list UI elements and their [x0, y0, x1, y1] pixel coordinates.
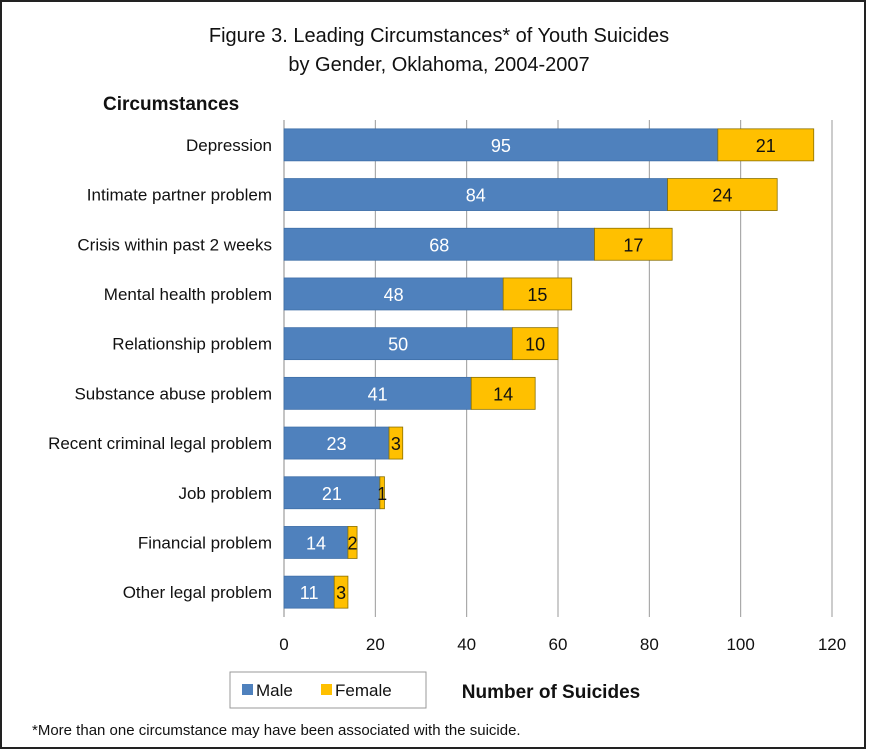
bar-male — [283, 178, 669, 211]
bar-female — [388, 426, 404, 460]
category-label: Recent criminal legal problem — [48, 434, 272, 453]
x-axis-label: Number of Suicides — [462, 682, 640, 703]
bar-male — [283, 327, 513, 361]
x-tick-label: 100 — [726, 635, 754, 654]
bar-male — [283, 227, 595, 261]
bar-female — [717, 128, 815, 162]
data-label-male: 14 — [306, 533, 326, 553]
data-label-male: 84 — [466, 186, 486, 206]
chart-title: Figure 3. Leading Circumstances* of Yout… — [209, 25, 669, 47]
data-label-male: 95 — [491, 136, 511, 156]
bar-female — [502, 277, 573, 311]
category-label: Relationship problem — [112, 335, 272, 354]
data-label-male: 41 — [368, 384, 388, 404]
bar-male — [283, 526, 349, 559]
legend-swatch-female — [321, 684, 332, 695]
footnote: *More than one circumstance may have bee… — [32, 722, 521, 739]
bar-female — [594, 227, 673, 261]
bar-female — [347, 526, 358, 559]
data-label-male: 68 — [429, 235, 449, 255]
category-label: Job problem — [178, 484, 272, 503]
x-tick-label: 120 — [818, 635, 846, 654]
y-axis-label: Circumstances — [103, 94, 239, 115]
data-label-male: 11 — [300, 583, 319, 603]
x-tick-label: 40 — [457, 635, 476, 654]
legend-label-female: Female — [335, 681, 392, 700]
bar-female — [511, 327, 559, 361]
category-label: Substance abuse problem — [74, 384, 272, 403]
chart-subtitle: by Gender, Oklahoma, 2004-2007 — [288, 54, 589, 76]
data-label-male: 48 — [384, 285, 404, 305]
data-label-male: 50 — [388, 335, 408, 355]
bar-female — [379, 476, 385, 510]
data-label-female: 2 — [347, 533, 357, 553]
category-label: Crisis within past 2 weeks — [77, 235, 272, 254]
x-tick-label: 20 — [366, 635, 385, 654]
x-tick-labels: 0 20 40 60 80 100 120 — [279, 635, 846, 654]
bar-female — [333, 575, 349, 609]
bar-male — [283, 575, 335, 609]
data-label-male: 21 — [322, 484, 342, 504]
x-tick-label: 60 — [549, 635, 568, 654]
data-label-female: 17 — [623, 235, 643, 255]
category-label: Financial problem — [138, 533, 272, 552]
data-label-female: 15 — [527, 285, 547, 305]
data-label-female: 21 — [756, 136, 776, 156]
x-tick-label: 80 — [640, 635, 659, 654]
legend: Male Female — [229, 671, 427, 709]
category-labels: Depression Intimate partner problem Crisis… — [48, 136, 272, 602]
bar-female — [470, 376, 536, 410]
bar-male — [283, 426, 390, 460]
data-label-male: 23 — [327, 434, 347, 454]
category-label: Mental health problem — [104, 285, 272, 304]
category-label: Other legal problem — [123, 583, 272, 602]
data-label-female: 3 — [391, 434, 401, 454]
data-label-female: 1 — [377, 484, 387, 504]
bar-male — [283, 476, 381, 510]
data-label-female: 14 — [493, 384, 513, 404]
legend-swatch-male — [242, 684, 253, 695]
data-label-female: 10 — [525, 335, 545, 355]
category-label: Intimate partner problem — [87, 186, 272, 205]
category-label: Depression — [186, 136, 272, 155]
bar-male — [283, 376, 472, 410]
bar-male — [283, 128, 719, 162]
bar-female — [667, 178, 778, 211]
data-label-female: 3 — [336, 583, 346, 603]
x-tick-label: 0 — [279, 635, 288, 654]
data-label-female: 24 — [712, 186, 732, 206]
legend-label-male: Male — [256, 681, 293, 700]
